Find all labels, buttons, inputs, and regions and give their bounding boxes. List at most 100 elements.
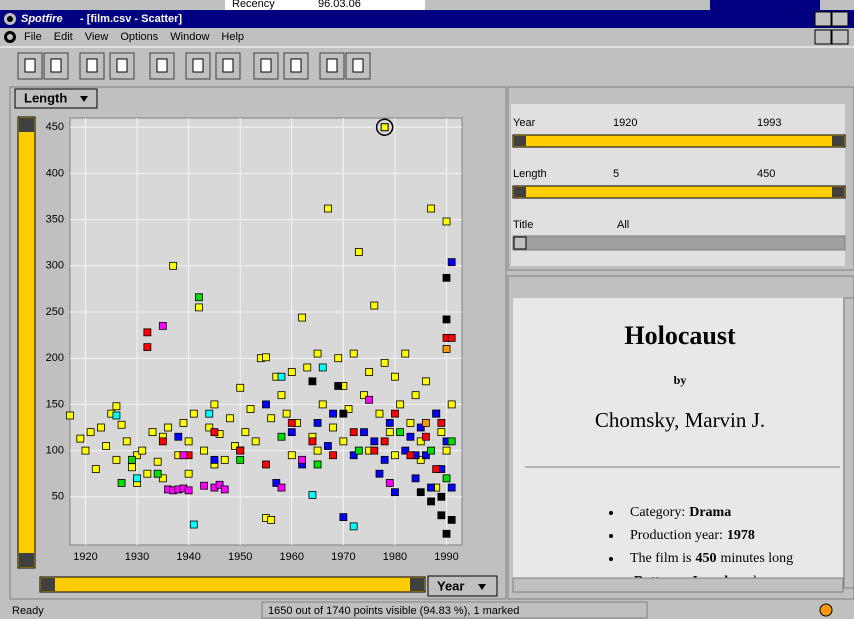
data-point[interactable] <box>287 428 296 437</box>
data-point[interactable] <box>210 428 219 437</box>
data-point[interactable] <box>349 349 358 358</box>
data-point[interactable] <box>262 460 270 469</box>
data-point[interactable] <box>112 455 121 464</box>
data-point[interactable] <box>200 481 209 490</box>
data-point[interactable] <box>236 455 245 464</box>
data-point[interactable] <box>339 513 348 522</box>
data-point[interactable] <box>380 358 389 367</box>
data-point[interactable] <box>262 400 270 409</box>
data-point[interactable] <box>189 409 198 418</box>
data-point[interactable] <box>158 437 167 446</box>
data-point[interactable] <box>76 434 85 443</box>
data-point[interactable] <box>117 420 126 429</box>
data-point[interactable] <box>277 483 286 492</box>
data-point[interactable] <box>282 409 291 418</box>
data-point[interactable] <box>442 474 451 483</box>
data-point[interactable] <box>344 405 353 413</box>
data-point[interactable] <box>416 423 425 432</box>
range-slider[interactable] <box>512 134 846 148</box>
data-point[interactable] <box>401 446 410 455</box>
data-point[interactable] <box>143 469 152 478</box>
data-point[interactable] <box>442 217 451 226</box>
data-point[interactable] <box>447 516 456 524</box>
data-point[interactable] <box>241 428 250 437</box>
data-point[interactable] <box>447 400 456 409</box>
data-point[interactable] <box>112 411 121 420</box>
data-point[interactable] <box>220 455 229 464</box>
item-slider[interactable] <box>512 235 846 251</box>
data-point[interactable] <box>380 455 389 464</box>
data-point[interactable] <box>447 483 456 492</box>
data-point[interactable] <box>421 418 430 427</box>
data-point[interactable] <box>205 423 214 432</box>
data-point[interactable] <box>442 273 451 282</box>
data-point[interactable] <box>205 409 214 418</box>
menu-item[interactable]: View <box>85 31 109 43</box>
data-point[interactable] <box>313 446 322 455</box>
data-point[interactable] <box>416 455 425 464</box>
toolbar-button[interactable] <box>43 52 69 80</box>
details-hscroll[interactable] <box>512 577 844 593</box>
doc-restore[interactable] <box>831 29 849 45</box>
data-point[interactable] <box>81 446 90 455</box>
slider-handle[interactable] <box>832 187 844 197</box>
data-point[interactable] <box>427 483 435 492</box>
data-point[interactable] <box>349 428 358 437</box>
data-point[interactable] <box>375 469 384 478</box>
data-point[interactable] <box>370 301 379 310</box>
data-point[interactable] <box>349 522 358 531</box>
data-point[interactable] <box>318 400 327 409</box>
data-point[interactable] <box>385 418 394 427</box>
data-point[interactable] <box>391 372 399 381</box>
data-point[interactable] <box>210 400 219 409</box>
data-point[interactable] <box>262 353 270 362</box>
data-point[interactable] <box>427 204 435 213</box>
data-point[interactable] <box>153 469 162 478</box>
data-point[interactable] <box>365 395 374 404</box>
data-point[interactable] <box>236 446 245 455</box>
data-point[interactable] <box>86 428 95 437</box>
slider-handle[interactable] <box>19 553 34 567</box>
data-point[interactable] <box>318 363 327 372</box>
data-point[interactable] <box>334 382 343 390</box>
data-point[interactable] <box>179 451 188 460</box>
data-point[interactable] <box>447 258 456 267</box>
data-point[interactable] <box>231 442 239 450</box>
data-point[interactable] <box>391 488 399 497</box>
data-point[interactable] <box>148 428 157 437</box>
data-point[interactable] <box>215 480 224 489</box>
slider-handle[interactable] <box>832 136 844 146</box>
data-point[interactable] <box>416 437 425 446</box>
data-point[interactable] <box>447 437 456 446</box>
menu-item[interactable]: Edit <box>54 31 73 43</box>
menu-item[interactable]: File <box>24 31 42 43</box>
data-point[interactable] <box>396 428 405 437</box>
data-point[interactable] <box>179 418 188 427</box>
data-point[interactable] <box>391 451 399 460</box>
data-point[interactable] <box>411 474 420 483</box>
data-point[interactable] <box>370 446 379 455</box>
data-point[interactable] <box>143 343 152 352</box>
data-point[interactable] <box>323 204 332 213</box>
data-point[interactable] <box>421 432 430 441</box>
data-point[interactable] <box>195 303 203 312</box>
slider-handle[interactable] <box>513 236 527 250</box>
data-point[interactable] <box>138 446 147 455</box>
toolbar-button[interactable] <box>345 52 371 80</box>
slider-handle[interactable] <box>514 187 526 197</box>
data-point[interactable] <box>360 391 368 400</box>
y-range-slider[interactable] <box>17 116 36 569</box>
y-axis-button[interactable] <box>14 88 98 109</box>
data-point[interactable] <box>97 423 105 432</box>
data-point[interactable] <box>287 368 296 376</box>
menu-item[interactable]: Window <box>170 31 209 43</box>
data-point[interactable] <box>189 520 198 529</box>
data-point[interactable] <box>277 391 286 400</box>
details-vscroll[interactable] <box>843 297 854 589</box>
range-slider[interactable] <box>512 185 846 199</box>
data-point[interactable] <box>277 372 286 381</box>
data-point[interactable] <box>195 293 203 302</box>
data-point[interactable] <box>277 432 286 441</box>
data-point[interactable] <box>112 402 121 411</box>
data-point[interactable] <box>210 455 219 464</box>
